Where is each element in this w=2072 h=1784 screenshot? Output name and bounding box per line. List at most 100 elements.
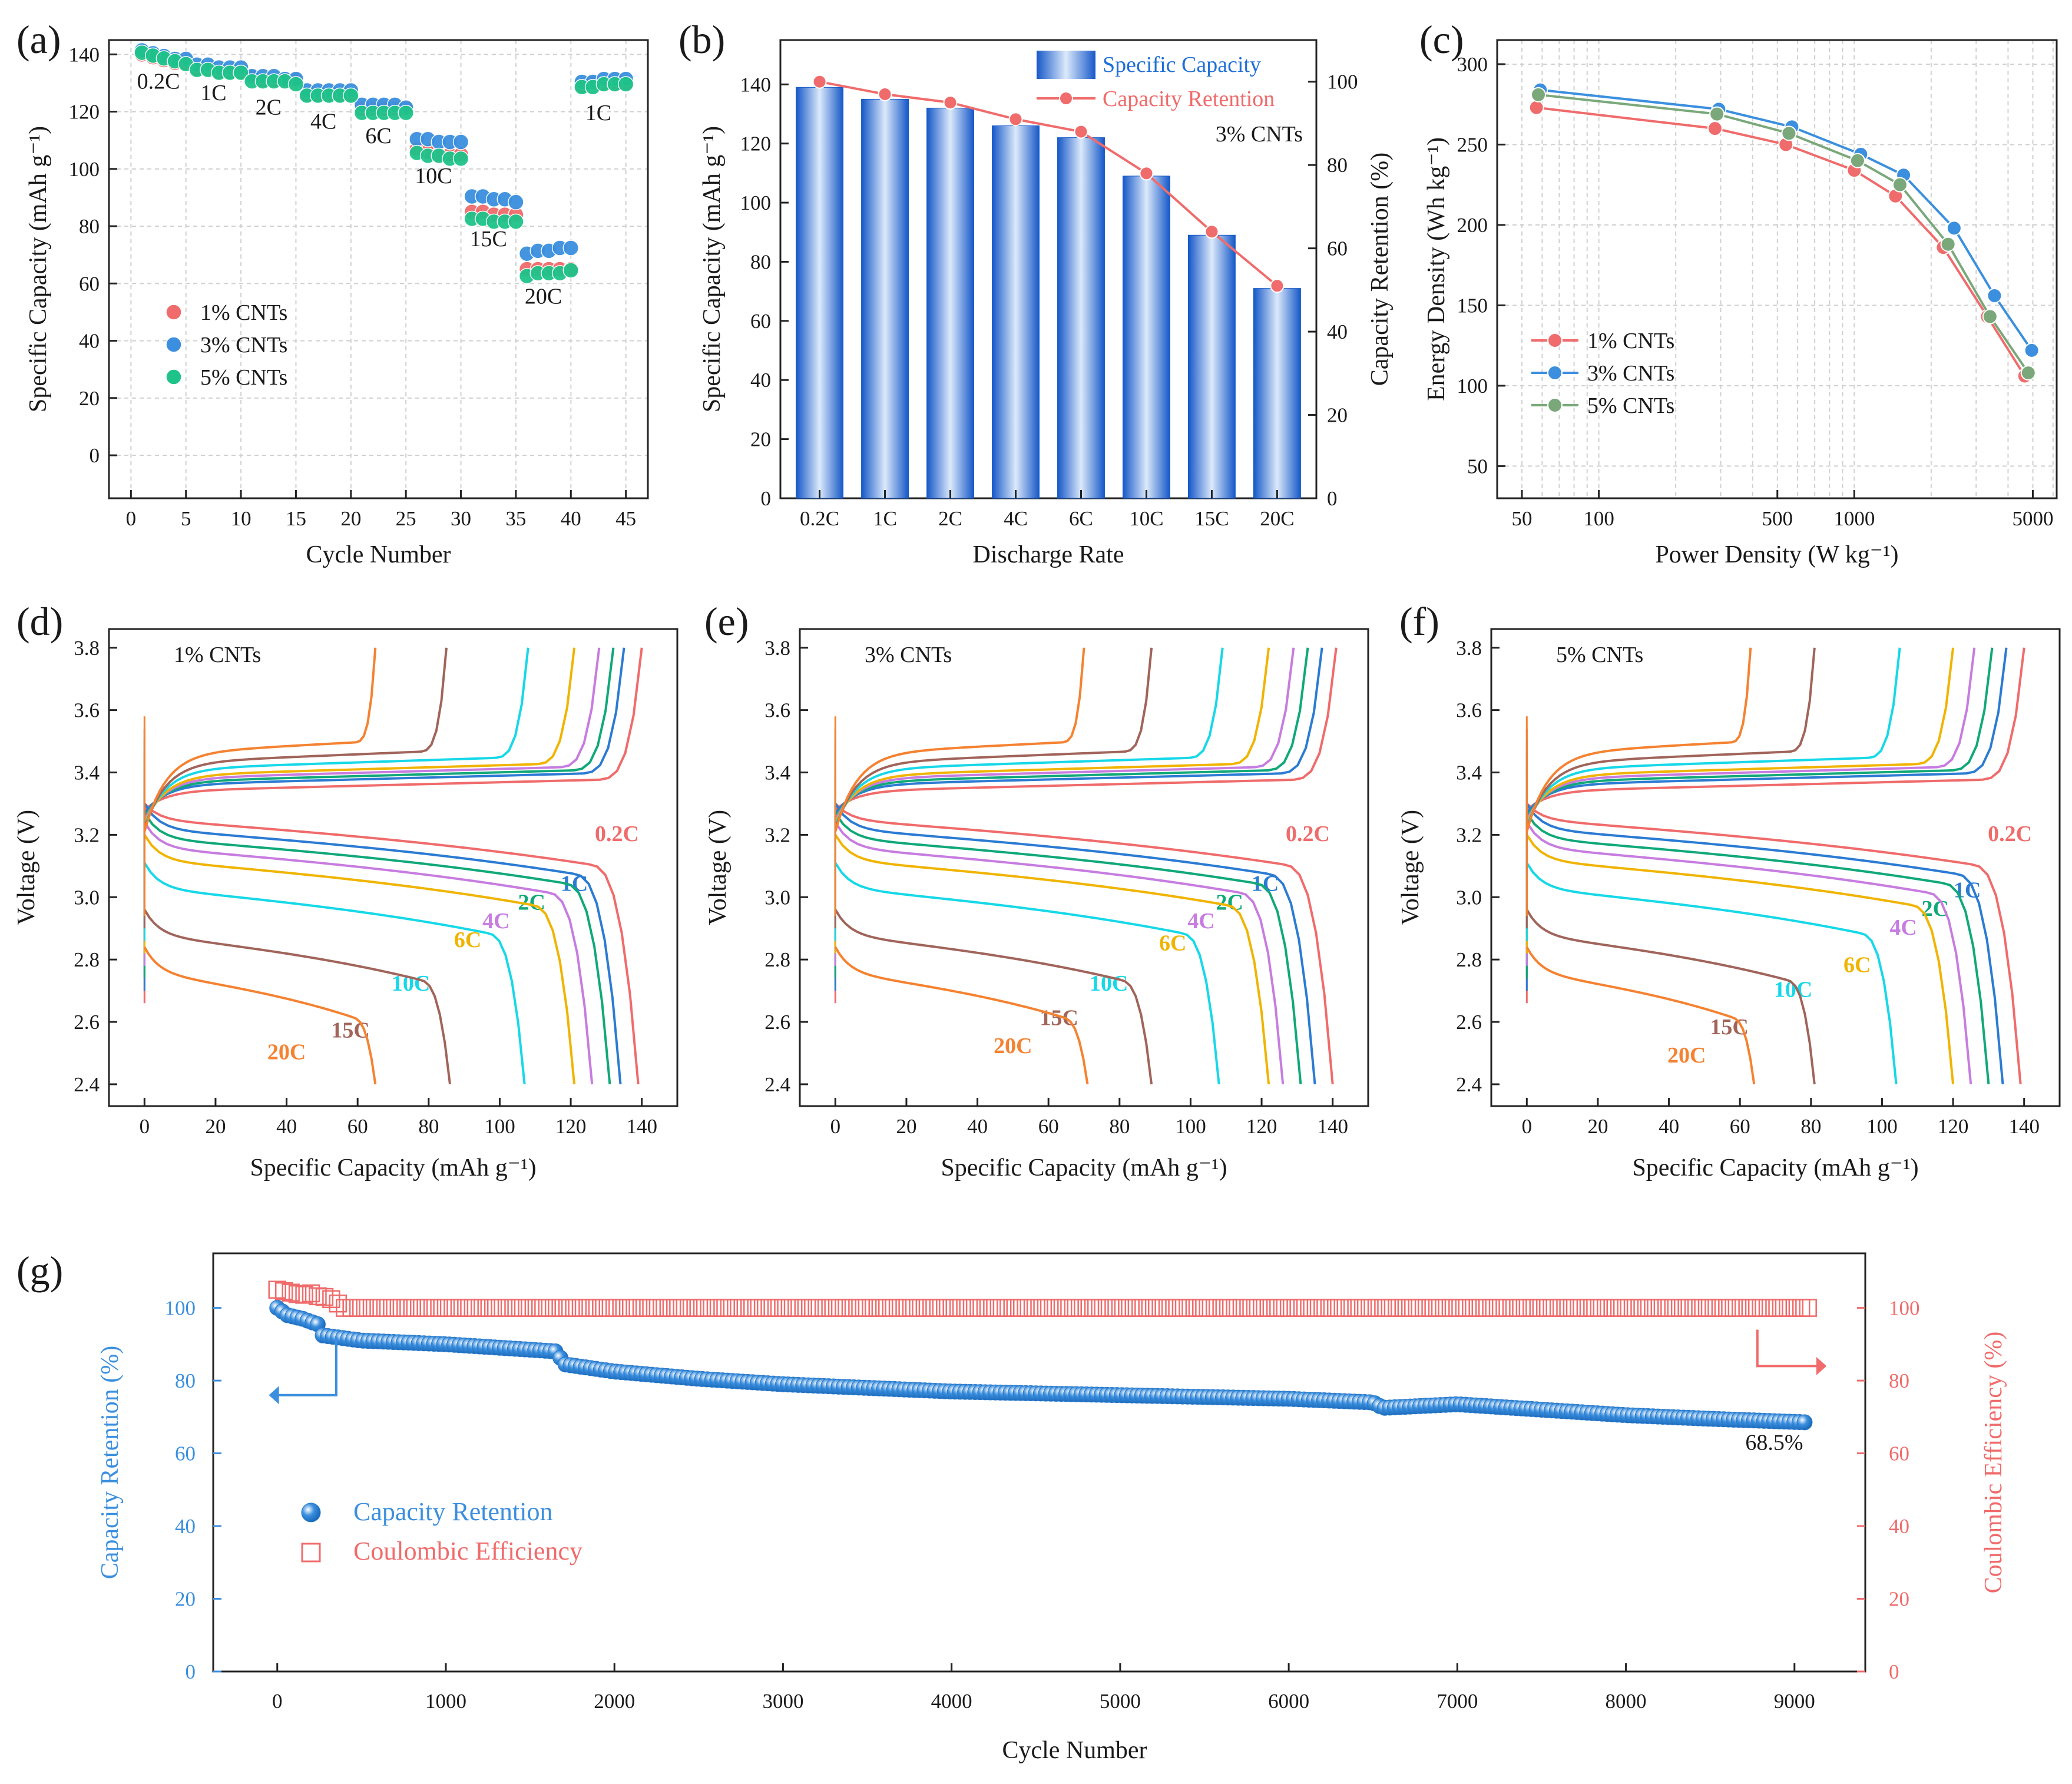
bar [1057,137,1105,499]
legend-label: Capacity Retention [1103,87,1275,111]
y-tick-label: 40 [175,1515,196,1538]
rate-label: 10C [1090,971,1128,996]
x-axis-title: Specific Capacity (mAh g⁻¹) [250,1154,536,1181]
ce-marker [295,1286,313,1304]
legend-marker [301,1543,321,1563]
data-point [452,150,469,167]
x-axis-title: Cycle Number [1002,1737,1147,1764]
x-tick-label: 5000 [2012,507,2053,530]
y-right-tick-label: 80 [1327,154,1348,177]
charge-curve [1525,647,1901,826]
x-tick-label: 8000 [1606,1690,1647,1713]
x-tick-label: 140 [1317,1115,1348,1138]
rate-label: 15C [470,227,507,251]
ce-marker [282,1283,300,1302]
x-tick-label: 0 [126,507,137,530]
y-tick-label: 60 [79,272,100,295]
right-axis-arrow [1756,1329,1822,1368]
y-tick-label: 2.6 [1456,1011,1482,1034]
panel-letter-b: (b) [678,17,725,62]
long-cycling-chart: 0 1000 2000 3000 4000 5000 6000 7000 8000 9000020… [97,1252,2007,1764]
y-tick-label: 40 [79,330,100,353]
rate-label: 4C [482,909,509,934]
rate-label: 4C [1187,909,1214,934]
x-axis-title: Specific Capacity (mAh g⁻¹) [1632,1154,1918,1181]
x-tick-label: 100 [1866,1115,1898,1138]
charge-curve [143,647,576,823]
y-tick-label: 50 [1467,455,1488,478]
energy-line [1540,88,2033,351]
y-tick-label: 3.8 [1456,637,1482,660]
y-tick-label: 20 [750,428,771,451]
energy-point [1946,220,1962,236]
x-tick-label: 20 [896,1115,916,1138]
y-tick-label: 2.6 [74,1011,100,1034]
rate-label: 0.2C [1286,822,1330,846]
retention-point [878,87,892,101]
rate-label: 20C [1667,1043,1706,1068]
ce-marker [1799,1299,1817,1317]
charge-curve [1525,647,2008,814]
right-arrow-head [1816,1356,1827,1375]
y-tick-label: 140 [69,43,100,66]
discharge-curve [143,802,640,1085]
charge-curve [143,647,601,820]
x-tick-label: 45 [615,507,636,530]
charge-curve [143,647,615,817]
data-point [233,64,249,81]
y-tick-label: 60 [750,310,771,333]
charge-curve [1525,647,1994,817]
x-tick-label: 1000 [425,1690,466,1713]
rate-label: 2C [256,95,282,120]
discharge-curve [1525,946,1756,1085]
y-tick-label: 40 [750,369,771,392]
x-tick-label: 20 [205,1115,226,1138]
rate-label: 2C [1216,890,1243,915]
x-tick-label: 60 [1730,1115,1750,1138]
x-tick-label: 0 [272,1690,283,1713]
y-tick-label: 3.0 [1456,886,1482,909]
x-tick-label: 2C [938,507,962,530]
discharge-curve [143,812,611,1085]
plot-frame [212,1252,1866,1673]
rate-label: 20C [267,1040,306,1065]
energy-point [2024,342,2040,358]
x-tick-label: 100 [484,1115,515,1138]
discharge-curve [143,862,526,1085]
plot-frame [108,39,649,499]
energy-point [1528,100,1544,115]
discharge-curve [143,946,377,1085]
legend-label: Coulombic Efficiency [353,1537,582,1565]
discharge-curve [1525,862,1898,1085]
x-tick-label: 0 [1522,1115,1533,1138]
charge-curve [1525,647,1816,829]
discharge-curve [834,909,1153,1085]
y-tick-label: 3.8 [74,637,100,660]
y-axis-title: Voltage (V) [704,810,732,925]
charge-curve [834,647,1295,820]
y-axis-title: Capacity Retention (%) [97,1346,124,1580]
x-tick-label: 80 [1109,1115,1130,1138]
bar [1123,176,1170,499]
x-axis-title: Power Density (W kg⁻¹) [1655,541,1898,568]
ce-marker [268,1280,287,1299]
data-point [617,76,634,92]
charge-curve [834,647,1085,832]
legend-marker [1547,333,1563,348]
data-point [508,194,524,210]
rate-label: 1C [1954,878,1981,902]
retention-point [1008,112,1023,127]
x-tick-label: 120 [1246,1115,1277,1138]
y-right-tick-label: 0 [1889,1660,1899,1683]
energy-point [1892,177,1908,193]
x-tick-label: 60 [1038,1115,1059,1138]
y-axis-title: Specific Capacity (mAh g⁻¹) [699,126,726,412]
rate-label: 1C [200,81,226,105]
legend-bar-swatch [1037,51,1095,79]
y-axis-title: Energy Density (Wh kg⁻¹) [1423,137,1450,401]
discharge-curve [834,946,1089,1085]
energy-point [1849,153,1865,168]
sample-label: 3% CNTs [1216,122,1303,147]
charge-curve [835,647,1338,811]
